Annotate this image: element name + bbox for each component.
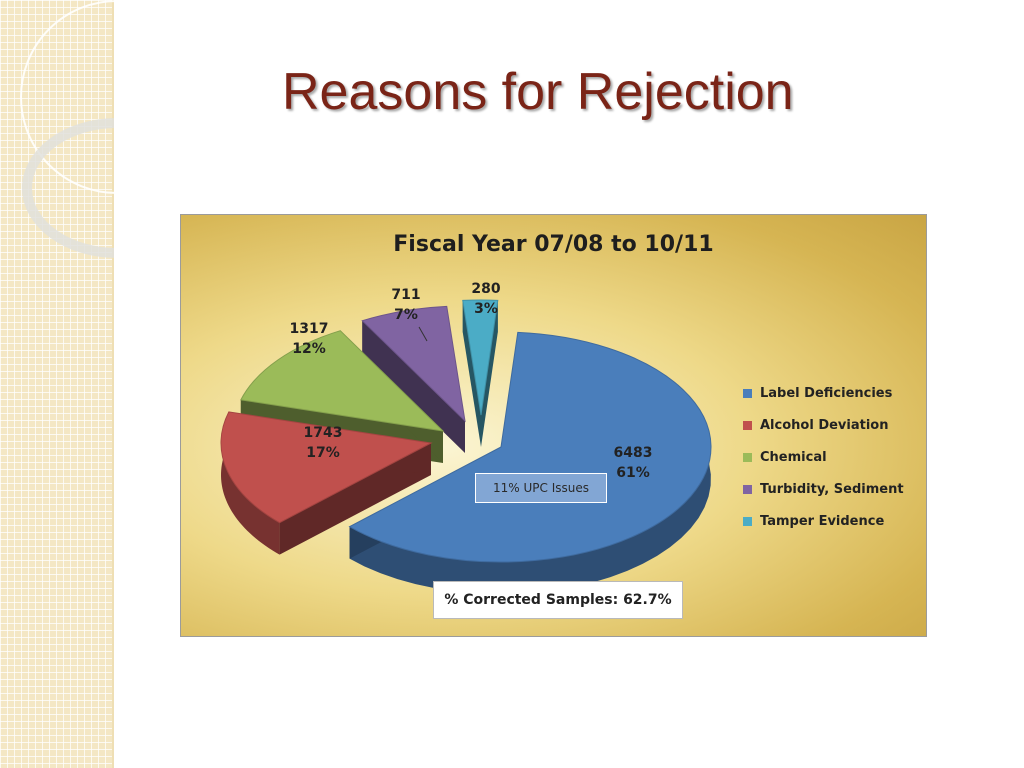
percent-label: 3% (474, 301, 498, 317)
percent-label: 7% (394, 307, 418, 323)
legend-label: Tamper Evidence (760, 513, 885, 529)
pie-slice-turbidity-sediment (361, 305, 466, 423)
legend-item: Turbidity, Sediment (743, 473, 904, 505)
legend-swatch (743, 420, 752, 430)
legend-label: Chemical (760, 449, 827, 465)
percent-label: 61% (616, 465, 650, 481)
legend-item: Chemical (743, 441, 904, 473)
corrected-samples-box: % Corrected Samples: 62.7% (433, 581, 683, 619)
decorative-side-strip (0, 0, 214, 768)
pie-slices (220, 299, 712, 594)
pie-slice-side-label-deficiencies (349, 332, 711, 594)
legend-swatch (743, 484, 752, 494)
legend-item: Alcohol Deviation (743, 409, 904, 441)
percent-label: 17% (306, 445, 340, 461)
chart-legend: Label Deficiencies Alcohol Deviation Che… (743, 377, 904, 537)
legend-label: Turbidity, Sediment (760, 481, 904, 497)
chart-title: Fiscal Year 07/08 to 10/11 (393, 232, 714, 257)
data-label-chemical: 1317 12% (281, 319, 337, 359)
slide-title: Reasons for Rejection (282, 63, 794, 121)
data-label-tamper-evidence: 280 3% (461, 279, 511, 319)
pie-slice-chemical (240, 330, 445, 432)
percent-label: 12% (292, 341, 326, 357)
pie-chart: Fiscal Year 07/08 to 10/11 6483 61% 1743… (180, 214, 927, 637)
legend-item: Label Deficiencies (743, 377, 904, 409)
data-label-label-deficiencies: 6483 61% (605, 443, 661, 483)
pie-slice-wall (481, 300, 498, 447)
pie-slice-label-deficiencies (348, 331, 712, 563)
pie-slice-alcohol-deviation (220, 411, 433, 524)
data-label-turbidity-sediment: 711 7% (381, 285, 431, 325)
value-label: 1743 (303, 425, 343, 441)
value-label: 1317 (289, 321, 329, 337)
pie-chart-svg (220, 299, 712, 594)
pie-slice-wall (462, 300, 481, 447)
legend-swatch (743, 452, 752, 462)
pie-slice-wall (362, 320, 465, 453)
leader-line (418, 326, 428, 342)
value-label: 711 (391, 287, 421, 303)
pie-slice-tamper-evidence (462, 299, 499, 416)
legend-item: Tamper Evidence (743, 505, 904, 537)
legend-swatch (743, 388, 752, 398)
upc-issues-callout: 11% UPC Issues (475, 473, 607, 503)
value-label: 280 (471, 281, 501, 297)
legend-label: Alcohol Deviation (760, 417, 889, 433)
data-label-alcohol-deviation: 1743 17% (295, 423, 351, 463)
pie-slice-side-alcohol-deviation (221, 411, 280, 555)
value-label: 6483 (613, 445, 653, 461)
legend-swatch (743, 516, 752, 526)
legend-label: Label Deficiencies (760, 385, 893, 401)
pie-slice-wall (279, 443, 431, 555)
